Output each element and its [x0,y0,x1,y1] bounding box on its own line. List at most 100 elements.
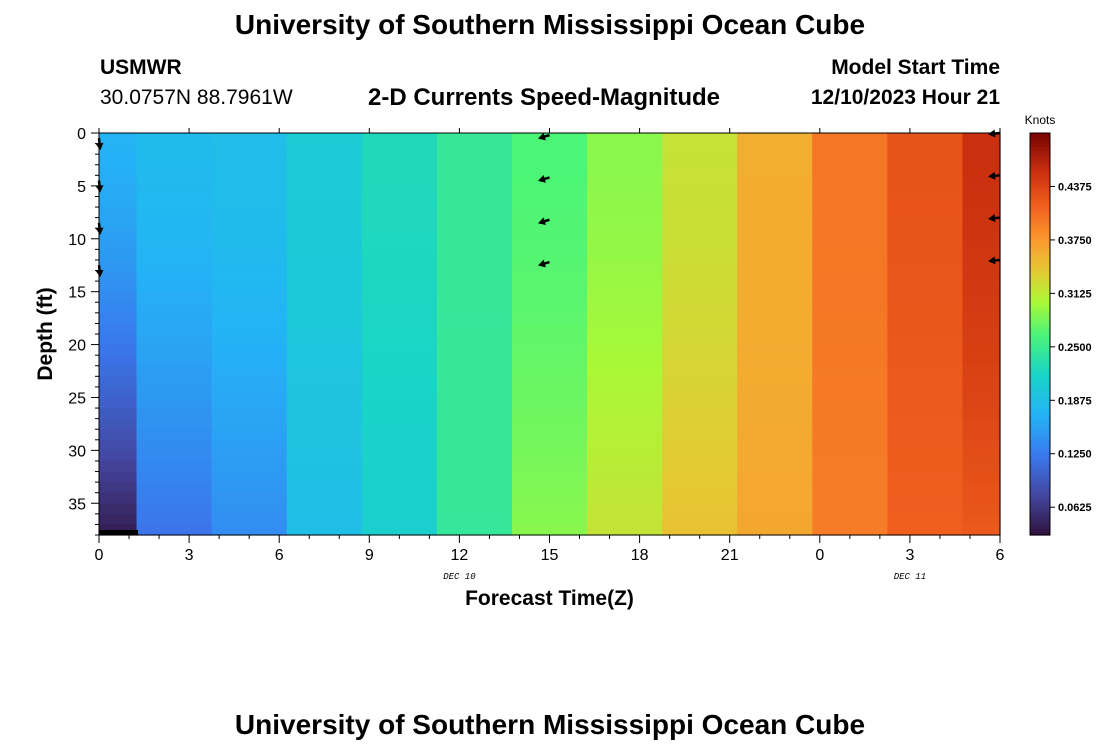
heatmap-cell [511,270,588,282]
heatmap-cell [737,439,813,451]
heatmap-cell [587,355,663,367]
heatmap-cell [662,492,738,504]
heatmap-cell [737,386,813,399]
heatmap-cell [962,397,1001,409]
colorbar-cell [1030,431,1050,436]
colorbar-cell [1030,186,1050,191]
colorbar-cell [1030,377,1050,382]
y-tick-label: 0 [77,126,86,143]
bottom-marker [99,530,139,535]
y-tick-label: 35 [68,496,86,513]
heatmap-cell [436,302,513,314]
heatmap-cell [737,312,813,325]
heatmap-cell [587,238,663,250]
heatmap-cell [136,249,213,261]
heatmap-cell [662,503,738,515]
heatmap-cell [211,492,288,504]
heatmap-cell [587,429,663,441]
heatmap-cell [511,281,588,293]
heatmap-cell [99,513,138,526]
colorbar-cell [1030,203,1050,208]
heatmap-cell [662,334,738,346]
colorbar-cell [1030,514,1050,519]
heatmap-cell [286,355,363,367]
heatmap-cell [136,503,213,515]
heatmap-cell [511,228,588,240]
heatmap-cell [361,217,438,229]
heatmap-cell [662,164,738,176]
heatmap-cell [737,228,813,240]
colorbar-cell [1030,256,1050,261]
colorbar-cell [1030,464,1050,469]
heatmap-cell [587,185,663,198]
heatmap-cell [812,175,888,187]
colorbar-cell [1030,421,1050,426]
heatmap-cell [511,397,588,409]
heatmap-cell [887,471,964,483]
heatmap-cell [436,460,513,473]
heatmap-cell [436,450,513,462]
heatmap-cell [662,355,738,367]
heatmap-cell [361,439,438,451]
heatmap-cell [286,228,363,240]
heatmap-cell [962,175,1001,187]
vector-head [538,175,546,183]
heatmap-cell [962,482,1001,494]
x-tick-label: 18 [631,547,649,564]
heatmap-cell [737,185,813,198]
colorbar-cell [1030,387,1050,392]
heatmap-cell [436,334,513,346]
heatmap-cell [662,249,738,261]
heatmap-cell [887,323,964,335]
heatmap-cell [361,133,438,145]
heatmap-cell [511,450,588,462]
heatmap-cell [99,270,138,282]
heatmap-cell [511,513,588,526]
heatmap-cell [737,143,813,155]
colorbar-cell [1030,240,1050,245]
heatmap-cell [286,482,363,494]
heatmap-cell [99,386,138,399]
current-vector-arrow [988,129,1001,138]
heatmap-cell [662,344,738,356]
colorbar-cell [1030,531,1050,536]
heatmap-cell [511,355,588,367]
heatmap-cell [587,482,663,494]
colorbar-cell [1030,139,1050,144]
heatmap-cell [737,492,813,504]
colorbar-cell [1030,233,1050,238]
current-vector-arrow [95,180,104,193]
heatmap-cell [211,418,288,430]
heatmap-cell [812,228,888,240]
heatmap-cell [286,291,363,303]
heatmap-cell [887,291,964,303]
heatmap-cell [511,439,588,451]
heatmap-cell [436,323,513,335]
heatmap-cell [812,460,888,473]
heatmap-cell [587,418,663,430]
x-tick-label: 15 [541,547,559,564]
heatmap-cell [511,312,588,325]
heatmap-cell [587,228,663,240]
heatmap-cell [361,386,438,399]
x-tick-label: 12 [451,547,469,564]
colorbar-cell [1030,478,1050,482]
heatmap-cell [812,249,888,261]
heatmap-cell [587,259,663,272]
heatmap-cell [962,196,1001,208]
heatmap-cell [812,291,888,303]
heatmap-cell [887,450,964,462]
heatmap-cell [737,355,813,367]
colorbar-cell [1030,344,1050,348]
heatmap-cell [962,302,1001,314]
heatmap-cell [737,513,813,526]
heatmap-cell [136,524,213,536]
heatmap-cell [286,185,363,198]
x-axis-label: Forecast Time(Z) [465,587,634,610]
colorbar-cell [1030,404,1050,409]
heatmap-cell [436,143,513,155]
heatmap-cell [812,429,888,441]
heatmap-cell [587,207,663,219]
colorbar-cell [1030,491,1050,496]
heatmap-cell [887,259,964,272]
